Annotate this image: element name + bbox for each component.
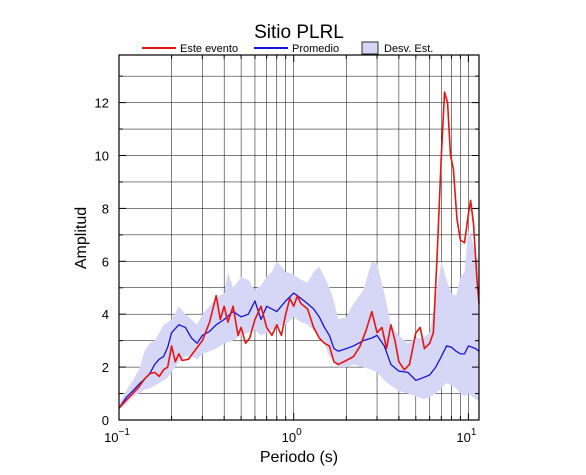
series-line-este-evento (118, 91, 480, 409)
x-tick-label: 10−1 (104, 427, 130, 445)
y-tick-label: 4 (102, 307, 109, 322)
x-axis-label: Periodo (s) (260, 449, 338, 466)
series-lines-layer (118, 91, 480, 409)
legend-swatch-desv-est (361, 41, 379, 55)
y-axis-label: Amplitud (73, 207, 90, 269)
y-tick-label: 8 (102, 201, 109, 216)
x-tick-label: 101 (456, 427, 476, 445)
y-tick-label: 0 (102, 413, 109, 428)
y-tick-label: 10 (95, 149, 109, 164)
legend-label: Desv. Est. (384, 43, 433, 55)
y-tick-label: 2 (102, 360, 109, 375)
legend: Este evento Promedio Desv. Est. (142, 41, 433, 55)
std-dev-band (119, 229, 479, 410)
y-tick-label: 12 (95, 96, 109, 111)
legend-label: Promedio (292, 43, 339, 55)
legend-label: Este evento (180, 43, 238, 55)
series-line-promedio (118, 292, 480, 409)
y-tick-label: 6 (102, 254, 109, 269)
axis-ticks: 10−1 100 101 0 2 4 6 8 10 12 (95, 55, 479, 445)
plot-frame (118, 54, 480, 421)
std-dev-band-layer (119, 229, 479, 410)
x-tick-label: 100 (282, 427, 302, 445)
chart-title: Sitio PLRL (254, 22, 344, 43)
